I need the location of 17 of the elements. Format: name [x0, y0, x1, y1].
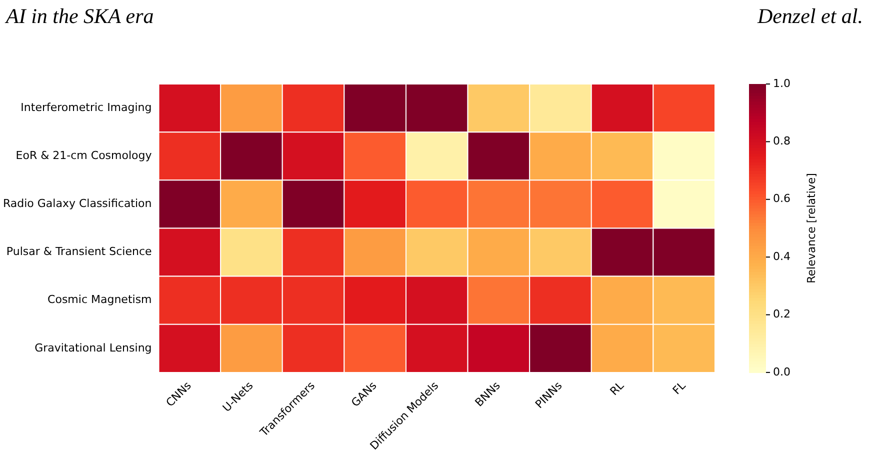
- color-bar-label: 0.0: [773, 365, 790, 378]
- y-tick-label: Radio Galaxy Classification: [2, 197, 152, 210]
- color-bar-label: 0.6: [773, 192, 790, 206]
- y-tick-label: Gravitational Lensing: [34, 341, 152, 354]
- color-bar-label: 0.2: [773, 308, 790, 321]
- text: Denzel et al.: [757, 4, 863, 29]
- x-tick-label: RL: [608, 378, 628, 398]
- y-tick-label: EoR & 21-cm Cosmology: [16, 148, 152, 162]
- y-tick-label: Interferometric Imaging: [20, 100, 152, 114]
- x-tick-label: FL: [670, 378, 689, 398]
- color-bar-label: 0.4: [773, 250, 790, 263]
- color-bar-label: 0.8: [773, 134, 790, 148]
- color-bar-label: 1.0: [773, 76, 790, 90]
- y-tick-label: Pulsar & Transient Science: [6, 245, 152, 258]
- text: AI in the SKA era: [6, 4, 154, 29]
- color-bar-title: Relevance [relative]: [804, 173, 818, 284]
- y-tick-label: Cosmic Magnetism: [48, 293, 152, 306]
